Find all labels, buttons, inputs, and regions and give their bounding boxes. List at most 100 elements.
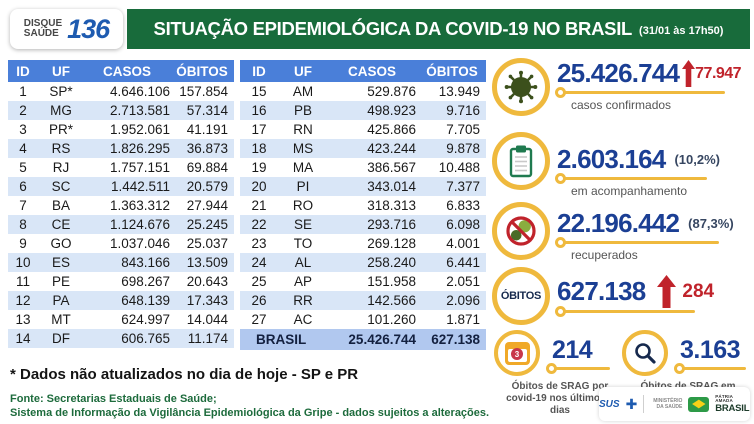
cell-casos: 1.124.676 (84, 215, 176, 234)
virus-icon (492, 58, 550, 116)
table-row: 19 MA 386.567 10.488 (240, 158, 486, 177)
table-row: 23 TO 269.128 4.001 (240, 234, 486, 253)
em-acompanhamento-label: em acompanhamento (571, 184, 688, 198)
cell-uf: PR* (48, 122, 73, 137)
cell-uf: BA (51, 198, 70, 213)
cell-id: 17 (251, 122, 267, 137)
cell-casos: 386.567 (367, 160, 416, 175)
table-header-row: ID UF CASOS ÓBITOS (240, 60, 486, 82)
table-row: 17 RN 425.866 7.705 (240, 120, 486, 139)
cell-id: 9 (19, 236, 27, 251)
cell-casos: 624.997 (121, 312, 170, 327)
table-row: 20 PI 343.014 7.377 (240, 177, 486, 196)
col-id: ID (8, 60, 38, 82)
clipboard-icon-svg (509, 145, 533, 178)
cell-uf: SC (38, 177, 84, 196)
footnote-asterisk: * Dados não atualizados no dia de hoje -… (10, 366, 359, 383)
cell-casos: 343.014 (328, 177, 424, 196)
table-row: 21 RO 318.313 6.833 (240, 196, 486, 215)
cell-obitos: 25.037 (186, 236, 228, 251)
cell-casos: 498.923 (328, 101, 424, 120)
cell-id: 19 (251, 160, 267, 175)
cell-obitos: 13.509 (176, 253, 234, 272)
casos-delta: 77.947 (695, 64, 742, 82)
gold-underline (555, 173, 707, 184)
table-row: 4 RS 1.826.295 36.873 (8, 139, 234, 158)
cell-uf: GO (50, 236, 72, 251)
table-row: 2 MG 2.713.581 57.314 (8, 101, 234, 120)
stat-em-acompanhamento: 2.603.164 (10,2%) em acompanhamento (492, 132, 720, 198)
cell-uf: DF (38, 329, 84, 348)
cell-obitos: 157.854 (179, 84, 228, 99)
casos-confirmados-value: 25.426.744 (557, 58, 680, 88)
cell-id: 11 (15, 274, 30, 289)
cell-casos: 101.260 (367, 312, 416, 327)
brasil-text: BRASIL (715, 402, 750, 414)
cell-obitos: 69.884 (186, 160, 228, 175)
cell-uf: MA (292, 160, 314, 175)
table-row: 27 AC 101.260 1.871 (240, 310, 486, 329)
cell-casos: 151.958 (367, 274, 416, 289)
cell-obitos: 11.174 (176, 329, 234, 348)
cell-obitos: 14.044 (186, 312, 228, 327)
cell-id: 18 (240, 139, 278, 158)
brasil-logo: PÁTRIA AMADA BRASIL (715, 393, 750, 414)
gold-underline (555, 237, 719, 248)
cell-uf: MS (278, 139, 328, 158)
col-obitos: ÓBITOS (176, 60, 234, 82)
cell-casos: 318.313 (367, 198, 416, 213)
cell-id: 14 (8, 329, 38, 348)
source-note: Fonte: Secretarias Estaduais de Saúde; S… (10, 393, 489, 420)
cell-uf: AC (293, 312, 313, 327)
sus-cross-icon: ✚ (625, 396, 638, 412)
gold-underline (555, 87, 725, 98)
total-obitos: 627.138 (424, 329, 486, 350)
cell-casos: 425.866 (367, 122, 416, 137)
table-row: 22 SE 293.716 6.098 (240, 215, 486, 234)
casos-confirmados-label: casos confirmados (571, 98, 672, 112)
logo-number-136: 136 (67, 13, 110, 44)
cell-obitos: 20.579 (176, 177, 234, 196)
col-casos: CASOS (328, 60, 424, 82)
source-line1: Fonte: Secretarias Estaduais de Saúde; (10, 393, 217, 405)
cell-obitos: 6.441 (424, 253, 486, 272)
cell-obitos: 10.488 (438, 160, 480, 175)
cell-casos: 606.765 (84, 329, 176, 348)
calendar-badge-3: 3 (511, 348, 523, 361)
table-row: 5 RJ 1.757.151 69.884 (8, 158, 234, 177)
cell-uf: PA (38, 291, 84, 310)
cell-uf: MT (51, 312, 71, 327)
cell-casos: 1.442.511 (84, 177, 176, 196)
table-row: 3 PR* 1.952.061 41.191 (8, 120, 234, 139)
cell-id: 23 (251, 236, 267, 251)
cell-casos: 1.037.046 (109, 236, 170, 251)
cell-id: 24 (240, 253, 278, 272)
cell-uf: MG (38, 101, 84, 120)
cell-obitos: 2.096 (424, 291, 486, 310)
arrow-up-icon (682, 60, 696, 87)
cell-id: 16 (240, 101, 278, 120)
search-icon-svg (635, 343, 656, 364)
table-row: 12 PA 648.139 17.343 (8, 291, 234, 310)
virus-icon-svg (504, 70, 538, 104)
cell-uf: SP* (49, 84, 73, 99)
arrow-up-icon (657, 275, 677, 308)
cell-id: 22 (240, 215, 278, 234)
cell-uf: AL (278, 253, 328, 272)
cell-uf: ES (38, 253, 84, 272)
table-row: 7 BA 1.363.312 27.944 (8, 196, 234, 215)
calendar-icon: 3 (494, 330, 540, 376)
obitos-badge: ÓBITOS (492, 267, 550, 325)
cell-casos: 142.566 (328, 291, 424, 310)
cell-uf: AP (293, 274, 312, 289)
cell-id: 10 (8, 253, 38, 272)
table-row: 1 SP* 4.646.106 157.854 (8, 82, 234, 101)
disque-saude-text: DISQUE SAÚDE (24, 19, 62, 39)
cell-uf: PI (278, 177, 328, 196)
cell-casos: 4.646.106 (109, 84, 170, 99)
cell-uf: RS (38, 139, 84, 158)
cell-uf: TO (293, 236, 313, 251)
srag-3dias-value: 214 (552, 336, 593, 364)
patria-amada-text: PÁTRIA AMADA (715, 393, 733, 404)
no-virus-icon-svg (506, 216, 536, 246)
